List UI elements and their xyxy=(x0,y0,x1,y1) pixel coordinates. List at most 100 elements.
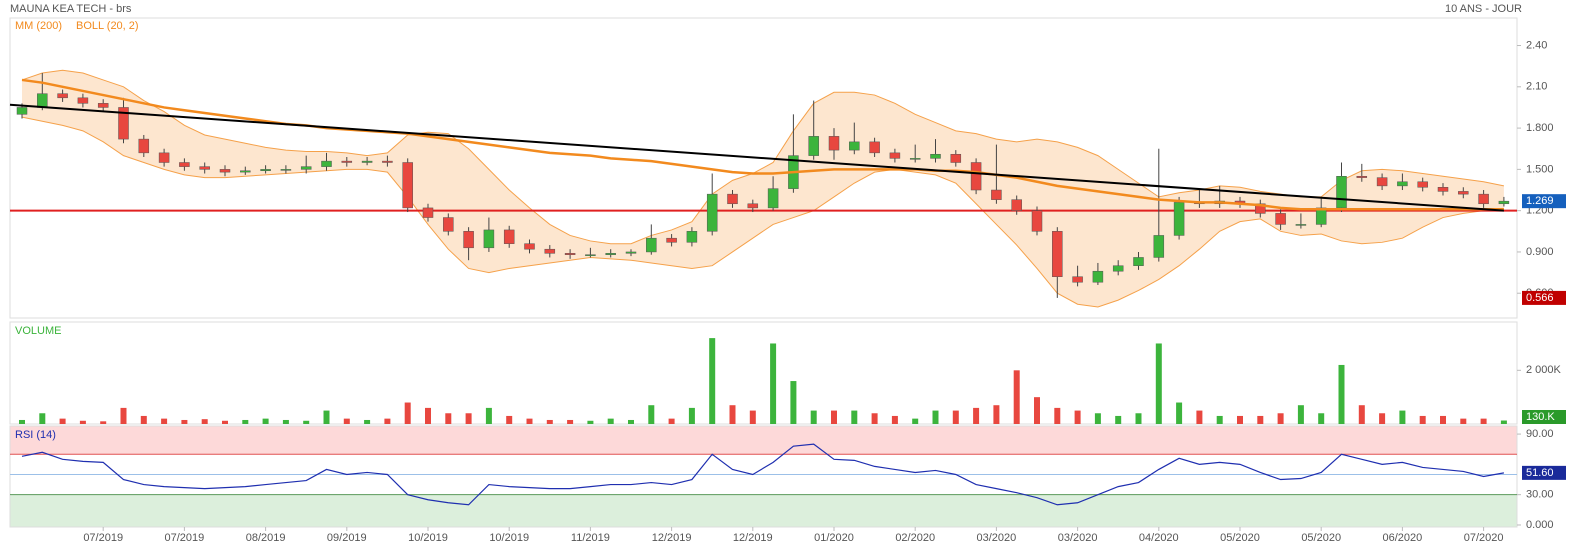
volume-bar xyxy=(1013,370,1020,424)
rsi-label: RSI (14) xyxy=(15,429,56,441)
candle-body xyxy=(199,166,210,170)
candle-body xyxy=(666,237,677,243)
volume-bar xyxy=(1115,415,1122,424)
candle-body xyxy=(402,162,413,209)
y-tick-label: 1.800 xyxy=(1526,122,1554,134)
candle-body xyxy=(1153,235,1165,258)
candle-body xyxy=(179,162,190,167)
candle-body xyxy=(1092,270,1104,283)
min-price-box xyxy=(1522,290,1566,305)
candle-body xyxy=(585,254,596,256)
volume-bar xyxy=(384,418,391,424)
candle-body xyxy=(463,231,474,249)
volume-bar xyxy=(262,418,269,424)
volume-bar xyxy=(688,407,695,424)
candle-body xyxy=(727,193,738,205)
x-tick-label: 07/2019 xyxy=(165,532,205,544)
volume-bar xyxy=(485,407,492,424)
rsi-overbought-zone xyxy=(10,426,1517,455)
x-tick-label: 10/2019 xyxy=(408,532,448,544)
last-rsi: 51.60 xyxy=(1526,467,1554,479)
volume-bar xyxy=(770,343,777,424)
trend-line xyxy=(9,103,1504,212)
candle-body xyxy=(1397,181,1408,187)
candle-body xyxy=(382,160,393,163)
candle-body xyxy=(260,169,271,172)
x-tick-label: 10/2019 xyxy=(489,532,529,544)
candle-body xyxy=(37,93,48,108)
last-price: 1.269 xyxy=(1526,195,1554,207)
boll-upper xyxy=(21,69,1504,245)
candle-body xyxy=(57,93,68,99)
volume-bar xyxy=(465,413,472,424)
volume-bar xyxy=(222,420,228,424)
candle-body xyxy=(1011,199,1022,211)
legend-mm: MM (200) xyxy=(15,20,62,32)
volume-bar xyxy=(201,419,208,424)
last-price-box xyxy=(1522,194,1566,209)
volume-bar xyxy=(749,410,756,424)
candle-body xyxy=(544,248,556,254)
volume-bar xyxy=(1094,413,1101,424)
volume-bar xyxy=(1500,420,1507,424)
candle-body xyxy=(300,166,312,170)
last-volume-box xyxy=(1522,410,1566,424)
candle-body xyxy=(138,138,150,154)
candle-body xyxy=(706,193,718,232)
volume-bar xyxy=(891,415,898,424)
volume-bar xyxy=(1480,418,1487,424)
last-rsi-box xyxy=(1522,465,1566,480)
candle-body xyxy=(77,97,89,104)
volume-bar xyxy=(546,419,553,424)
volume-bar xyxy=(1277,413,1284,424)
volume-bar xyxy=(668,418,675,424)
rsi-tick-label: 0.000 xyxy=(1526,519,1554,531)
y-tick-label: 0.900 xyxy=(1526,246,1554,258)
volume-bar xyxy=(952,410,959,424)
volume-bar xyxy=(1034,397,1040,424)
volume-bar xyxy=(973,407,980,424)
volume-bar xyxy=(1216,415,1223,424)
candle-body xyxy=(767,188,779,209)
candle-body xyxy=(1478,193,1489,205)
volume-bar xyxy=(993,405,1000,424)
price-panel xyxy=(9,17,1518,319)
volume-tick-label: 2 000K xyxy=(1526,364,1562,376)
x-tick-label: 03/2020 xyxy=(977,532,1017,544)
y-tick-label: 1.500 xyxy=(1526,163,1554,175)
candle-body xyxy=(280,169,292,171)
volume-bar xyxy=(526,418,533,424)
candle-body xyxy=(1417,181,1428,188)
volume-bar xyxy=(871,413,878,424)
volume-bar xyxy=(445,413,452,424)
candle-body xyxy=(909,158,921,160)
x-tick-label: 09/2019 xyxy=(327,532,367,544)
candle-body xyxy=(1498,200,1510,205)
candle-body xyxy=(16,107,28,115)
volume-bar xyxy=(303,420,310,424)
candle-body xyxy=(1315,207,1327,225)
volume-bar xyxy=(912,418,919,424)
candle-body xyxy=(1072,276,1083,283)
min-price: 0.566 xyxy=(1526,292,1554,304)
volume-bar xyxy=(729,405,736,424)
volume-bar xyxy=(161,418,168,424)
rsi-line xyxy=(21,443,1505,506)
candle-body xyxy=(1112,265,1124,272)
volume-bar xyxy=(343,418,350,424)
candle-body xyxy=(1133,257,1144,266)
candle-body xyxy=(240,170,251,173)
volume-bar xyxy=(1135,413,1142,424)
candle-body xyxy=(422,207,434,218)
volume-bar xyxy=(506,415,513,424)
volume-bar xyxy=(140,415,147,424)
volume-bar xyxy=(79,420,86,424)
x-tick-label: 11/2019 xyxy=(571,532,610,544)
volume-bar xyxy=(1074,410,1081,424)
mm200-line xyxy=(21,78,1504,211)
volume-bar xyxy=(1440,415,1446,424)
volume-bar xyxy=(628,419,634,424)
volume-bar xyxy=(1196,410,1203,424)
candle-body xyxy=(361,160,373,163)
